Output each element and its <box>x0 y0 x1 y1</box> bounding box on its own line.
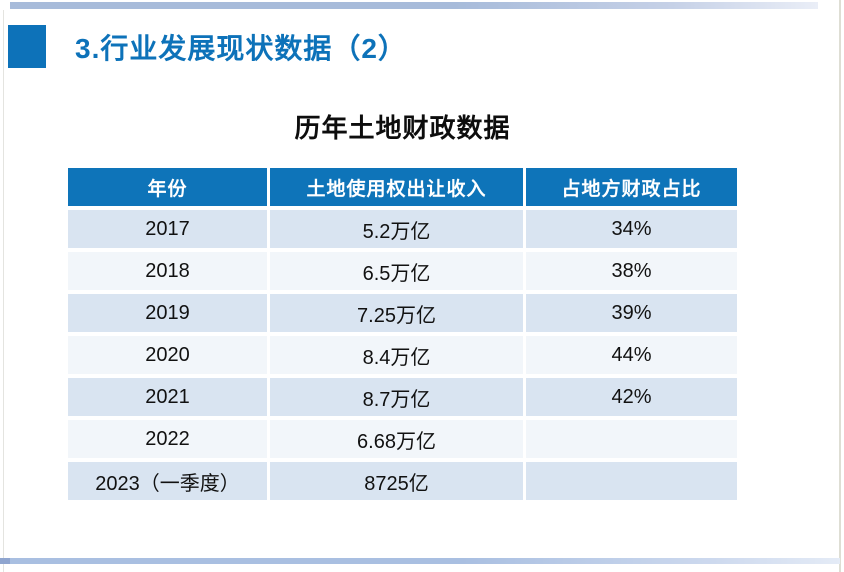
land-finance-table: 年份 土地使用权出让收入 占地方财政占比 2017 5.2万亿 34% 2018 6.5… <box>68 168 737 500</box>
table-row: 2021 8.7万亿 42% <box>68 378 737 416</box>
table-cell: 34% <box>526 210 737 248</box>
table-cell: 7.25万亿 <box>270 294 523 332</box>
slide-title: 3.行业发展现状数据（2） <box>75 33 407 64</box>
table-cell: 42% <box>526 378 737 416</box>
table-cell: 2019 <box>68 294 267 332</box>
table-row: 2018 6.5万亿 38% <box>68 252 737 290</box>
top-decoration-bar <box>10 2 818 9</box>
table-row: 2023（一季度） 8725亿 <box>68 462 737 500</box>
table-cell: 2021 <box>68 378 267 416</box>
table-cell: 5.2万亿 <box>270 210 523 248</box>
bottom-bar-left-cap <box>0 558 10 564</box>
table-row: 2022 6.68万亿 <box>68 420 737 458</box>
table-cell: 38% <box>526 252 737 290</box>
column-header-share: 占地方财政占比 <box>526 168 737 206</box>
table-cell: 2020 <box>68 336 267 374</box>
table-row: 2019 7.25万亿 39% <box>68 294 737 332</box>
table-cell: 6.68万亿 <box>270 420 523 458</box>
table-cell: 8.4万亿 <box>270 336 523 374</box>
column-header-year: 年份 <box>68 168 267 206</box>
right-edge-line <box>839 0 841 572</box>
table-cell <box>526 462 737 500</box>
table-cell: 8.7万亿 <box>270 378 523 416</box>
table-cell: 2023（一季度） <box>68 462 267 500</box>
title-accent-square <box>8 25 46 68</box>
table-cell: 2018 <box>68 252 267 290</box>
table-header-row: 年份 土地使用权出让收入 占地方财政占比 <box>68 168 737 206</box>
column-header-income: 土地使用权出让收入 <box>270 168 523 206</box>
table-cell: 2017 <box>68 210 267 248</box>
table-cell: 6.5万亿 <box>270 252 523 290</box>
table-cell: 8725亿 <box>270 462 523 500</box>
left-edge-line <box>3 10 4 572</box>
bottom-decoration-bar <box>0 558 840 564</box>
table-cell: 44% <box>526 336 737 374</box>
table-title: 历年土地财政数据 <box>294 113 511 143</box>
table-cell: 2022 <box>68 420 267 458</box>
table-row: 2020 8.4万亿 44% <box>68 336 737 374</box>
table-row: 2017 5.2万亿 34% <box>68 210 737 248</box>
table-cell <box>526 420 737 458</box>
table-cell: 39% <box>526 294 737 332</box>
